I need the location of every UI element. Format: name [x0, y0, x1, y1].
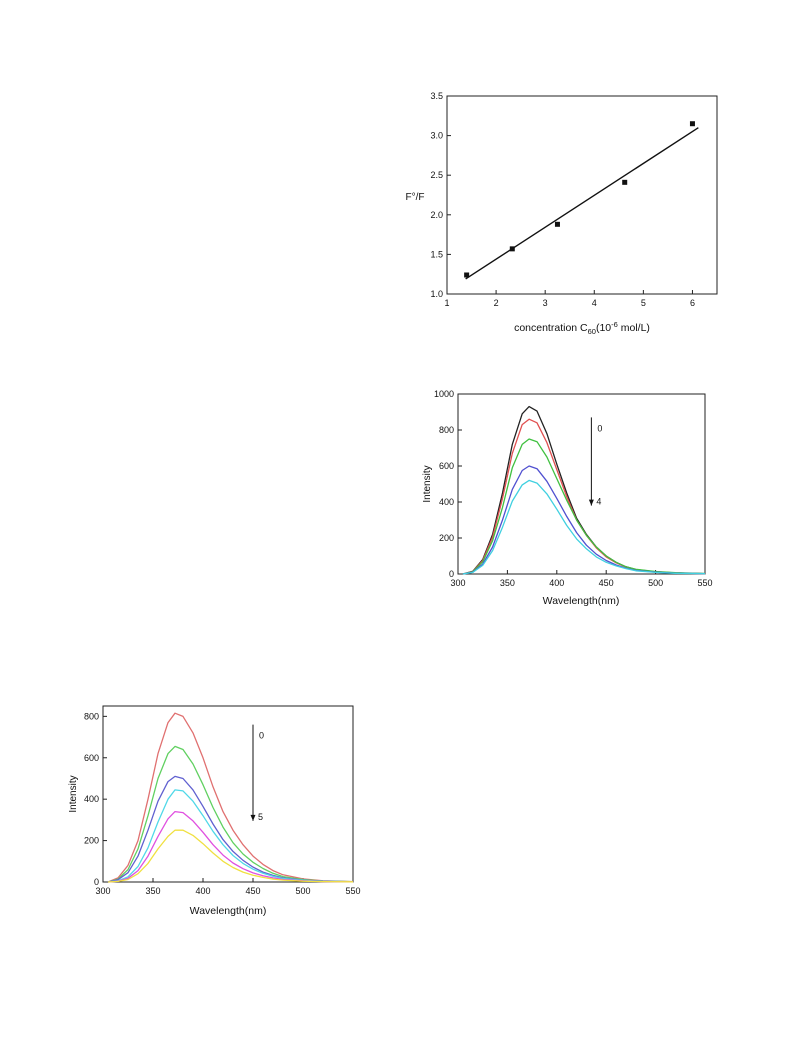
x-axis-label: concentration C60(10-6 mol/L) [514, 320, 650, 336]
stern-volmer-chart: 1 2 3 4 5 6 1.0 1.5 2.0 2.5 3.0 3.5 F°/F concentra… [406, 91, 718, 336]
fit-line-layer [465, 127, 699, 280]
arrow-label-end: 5 [258, 812, 263, 822]
y-axis-label: Intensity [68, 775, 79, 812]
series-line [107, 712, 354, 883]
x-tick-label: 2 [494, 298, 499, 308]
series-line [107, 789, 354, 883]
x-tick-label: 6 [690, 298, 695, 308]
x-tick-label: 3 [543, 298, 548, 308]
arrow-label-end: 4 [596, 497, 601, 507]
spectra [107, 712, 354, 883]
arrow-head [250, 814, 256, 821]
y-tick-label: 3.0 [430, 131, 443, 141]
x-tick-label: 1 [444, 298, 449, 308]
y-tick-label: 0 [94, 877, 99, 887]
x-tick-label: 4 [592, 298, 597, 308]
fit-line [465, 127, 699, 280]
y-tick-label: 200 [439, 533, 454, 543]
y-tick-label: 800 [439, 425, 454, 435]
series-line [107, 745, 354, 883]
y-tick-label: 400 [439, 497, 454, 507]
series-line [107, 829, 354, 883]
y-tick-label: 200 [84, 836, 99, 846]
y-tick-label: 2.0 [430, 210, 443, 220]
x-axis-label: Wavelength(nm) [543, 595, 620, 607]
y-tick-label: 1.0 [430, 289, 443, 299]
x-tick-label: 450 [599, 578, 614, 588]
spectra [462, 405, 706, 575]
y-tick-label: 800 [84, 711, 99, 721]
quench-arrow: 04 [588, 417, 602, 507]
y-axis-ticks: 1.0 1.5 2.0 2.5 3.0 3.5 [430, 91, 451, 299]
y-axis-label: F°/F [406, 192, 425, 203]
y-axis-ticks: 0 200 400 600 800 1000 [434, 389, 462, 579]
plot-frame [457, 393, 706, 575]
x-tick-label: 550 [697, 578, 712, 588]
series-line [462, 418, 706, 575]
series-line [462, 479, 706, 575]
y-tick-label: 1.5 [430, 249, 443, 259]
series-line [107, 775, 354, 883]
data-points [464, 121, 695, 278]
x-tick-label: 300 [95, 886, 110, 896]
x-tick-label: 550 [345, 886, 360, 896]
data-point [622, 179, 628, 185]
quench-arrow: 05 [250, 724, 264, 822]
y-tick-label: 2.5 [430, 170, 443, 180]
y-tick-label: 600 [439, 461, 454, 471]
x-tick-label: 450 [245, 886, 260, 896]
x-tick-label: 5 [641, 298, 646, 308]
y-tick-label: 3.5 [430, 91, 443, 101]
plot-frame [446, 95, 718, 295]
x-tick-label: 400 [549, 578, 564, 588]
plot-frame [102, 705, 354, 883]
x-tick-label: 500 [648, 578, 663, 588]
arrow-head [588, 499, 594, 506]
arrow-label-start: 0 [259, 731, 264, 741]
data-point [554, 221, 560, 227]
x-tick-label: 400 [195, 886, 210, 896]
y-axis-ticks: 0 200 400 600 800 [84, 711, 107, 887]
x-tick-label: 500 [295, 886, 310, 896]
y-axis-label: Intensity [422, 465, 433, 502]
y-tick-label: 600 [84, 753, 99, 763]
x-axis-ticks: 300 350 400 450 500 550 [450, 570, 713, 588]
x-tick-label: 350 [500, 578, 515, 588]
y-tick-label: 400 [84, 794, 99, 804]
series-line [462, 438, 706, 575]
x-axis-ticks: 1 2 3 4 5 6 [444, 290, 695, 308]
x-tick-label: 300 [450, 578, 465, 588]
data-point [689, 121, 695, 127]
x-axis-label: Wavelength(nm) [190, 905, 267, 917]
series-line [107, 810, 354, 883]
y-tick-label: 1000 [434, 389, 454, 399]
arrow-label-start: 0 [597, 423, 602, 433]
x-tick-label: 350 [145, 886, 160, 896]
series-line [462, 405, 706, 575]
data-point [464, 272, 470, 278]
y-tick-label: 0 [449, 569, 454, 579]
